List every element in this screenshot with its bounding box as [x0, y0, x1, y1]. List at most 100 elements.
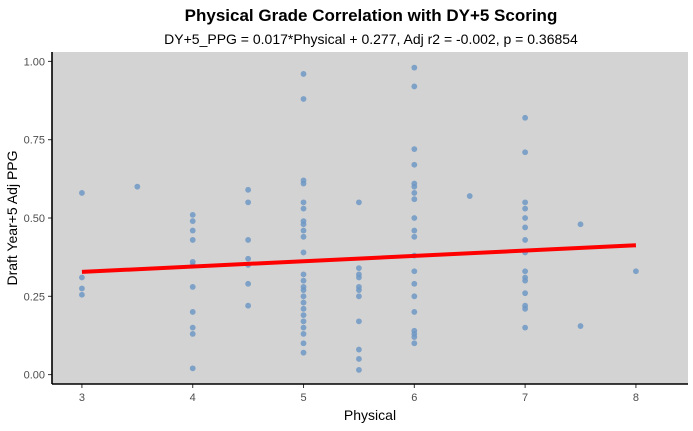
data-point: [189, 218, 196, 225]
data-point: [189, 330, 196, 337]
data-point: [356, 287, 362, 293]
data-point: [189, 365, 196, 372]
data-point: [522, 277, 529, 284]
x-tick-label: 8: [633, 392, 639, 404]
data-point: [245, 302, 252, 309]
chart-title: Physical Grade Correlation with DY+5 Sco…: [185, 6, 558, 25]
data-point: [411, 146, 418, 152]
data-point: [411, 340, 418, 347]
data-point: [300, 287, 307, 293]
data-point: [245, 199, 252, 206]
data-point: [356, 346, 362, 353]
data-point: [189, 237, 196, 243]
data-point: [300, 233, 307, 240]
data-point: [411, 183, 418, 190]
chart-subtitle: DY+5_PPG = 0.017*Physical + 0.277, Adj r…: [164, 31, 578, 47]
data-point: [189, 227, 196, 234]
data-point: [79, 274, 85, 281]
data-point: [411, 227, 418, 234]
data-point: [300, 96, 307, 102]
data-point: [300, 340, 307, 347]
data-point: [300, 324, 307, 331]
data-point: [300, 305, 307, 312]
data-point: [189, 324, 196, 331]
data-point: [189, 284, 196, 290]
data-point: [134, 183, 141, 190]
y-tick-label: 0.50: [24, 213, 45, 225]
data-point: [577, 221, 584, 228]
y-tick-label: 0.25: [24, 291, 45, 303]
data-point: [300, 312, 307, 318]
data-point: [411, 334, 418, 340]
data-point: [79, 285, 85, 292]
data-point: [300, 277, 307, 284]
x-tick-label: 5: [300, 392, 306, 404]
x-ticks-layer: 3 4 5 6 7 8: [79, 384, 639, 404]
data-point: [633, 268, 639, 275]
data-point: [356, 199, 362, 206]
data-point: [411, 196, 418, 203]
data-point: [356, 318, 362, 325]
data-point: [79, 190, 85, 196]
data-point: [300, 349, 307, 356]
data-point: [300, 318, 307, 325]
data-point: [522, 114, 529, 121]
x-tick-label: 6: [411, 392, 417, 404]
data-point: [300, 205, 307, 212]
y-axis-label: Draft Year+5 Adj PPG: [4, 150, 20, 285]
data-point: [356, 356, 362, 362]
data-point: [356, 274, 362, 281]
data-point: [522, 324, 529, 331]
y-tick-label: 0.75: [24, 135, 45, 147]
data-point: [411, 233, 418, 240]
data-point: [522, 290, 529, 297]
data-point: [356, 367, 362, 373]
data-point: [300, 199, 307, 206]
data-point: [300, 227, 307, 234]
data-point: [300, 221, 307, 228]
y-tick-label: 0.00: [24, 370, 45, 382]
data-point: [300, 330, 307, 337]
data-point: [189, 211, 196, 218]
plot-panel: [52, 52, 688, 384]
data-point: [466, 193, 473, 199]
data-point: [411, 64, 418, 71]
data-point: [411, 293, 418, 300]
regression-line: [81, 243, 637, 274]
x-tick-label: 4: [190, 392, 196, 404]
data-point: [79, 291, 85, 298]
data-point: [245, 255, 252, 262]
data-point: [522, 215, 529, 221]
data-point: [411, 215, 418, 221]
data-point: [522, 237, 529, 243]
data-point: [300, 180, 307, 187]
x-tick-label: 7: [522, 392, 528, 404]
points-layer: [79, 64, 639, 373]
data-point: [245, 237, 252, 243]
data-point: [411, 190, 418, 196]
y-ticks-layer: 0.00 0.25 0.50 0.75 1.00: [24, 56, 52, 382]
data-point: [300, 249, 307, 256]
data-point: [577, 323, 584, 329]
data-point: [411, 280, 418, 287]
data-point: [245, 186, 252, 193]
data-point: [522, 305, 529, 312]
regression-layer: [81, 243, 637, 274]
data-point: [300, 271, 307, 278]
data-point: [411, 268, 418, 275]
data-point: [300, 293, 307, 300]
x-tick-label: 3: [79, 392, 85, 404]
data-point: [300, 71, 307, 77]
data-point: [522, 268, 529, 275]
data-point: [411, 161, 418, 168]
y-tick-label: 1.00: [24, 56, 45, 68]
data-point: [522, 149, 529, 156]
data-point: [522, 224, 529, 231]
data-point: [522, 205, 529, 212]
data-point: [522, 199, 529, 206]
data-point: [245, 280, 252, 287]
data-point: [356, 265, 362, 272]
data-point: [411, 83, 418, 90]
